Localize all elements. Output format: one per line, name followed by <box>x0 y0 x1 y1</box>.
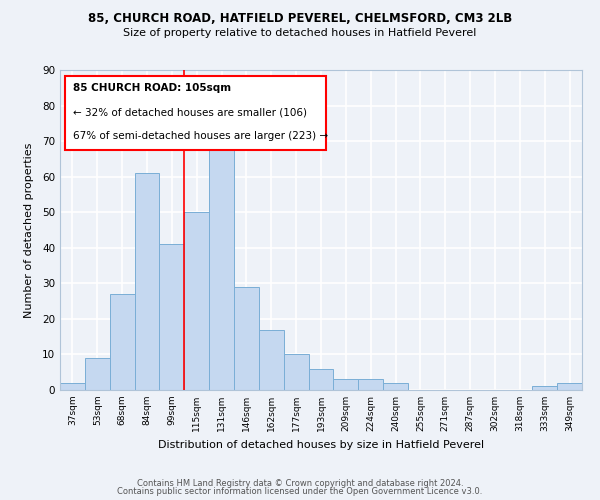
Bar <box>134 173 160 390</box>
Text: Contains public sector information licensed under the Open Government Licence v3: Contains public sector information licen… <box>118 487 482 496</box>
Text: ← 32% of detached houses are smaller (106): ← 32% of detached houses are smaller (10… <box>73 107 307 117</box>
Text: Contains HM Land Registry data © Crown copyright and database right 2024.: Contains HM Land Registry data © Crown c… <box>137 478 463 488</box>
Bar <box>209 141 234 390</box>
Bar <box>160 244 184 390</box>
Bar <box>259 330 284 390</box>
Text: 85, CHURCH ROAD, HATFIELD PEVEREL, CHELMSFORD, CM3 2LB: 85, CHURCH ROAD, HATFIELD PEVEREL, CHELM… <box>88 12 512 26</box>
Bar <box>60 383 85 390</box>
FancyBboxPatch shape <box>65 76 326 150</box>
Bar <box>557 383 582 390</box>
X-axis label: Distribution of detached houses by size in Hatfield Peverel: Distribution of detached houses by size … <box>158 440 484 450</box>
Bar <box>383 383 408 390</box>
Bar <box>110 294 134 390</box>
Bar <box>334 380 358 390</box>
Y-axis label: Number of detached properties: Number of detached properties <box>23 142 34 318</box>
Text: 67% of semi-detached houses are larger (223) →: 67% of semi-detached houses are larger (… <box>73 131 328 141</box>
Text: Size of property relative to detached houses in Hatfield Peverel: Size of property relative to detached ho… <box>124 28 476 38</box>
Bar <box>532 386 557 390</box>
Bar <box>284 354 308 390</box>
Text: 85 CHURCH ROAD: 105sqm: 85 CHURCH ROAD: 105sqm <box>73 84 231 94</box>
Bar <box>85 358 110 390</box>
Bar <box>308 368 334 390</box>
Bar <box>234 287 259 390</box>
Bar <box>184 212 209 390</box>
Bar <box>358 380 383 390</box>
